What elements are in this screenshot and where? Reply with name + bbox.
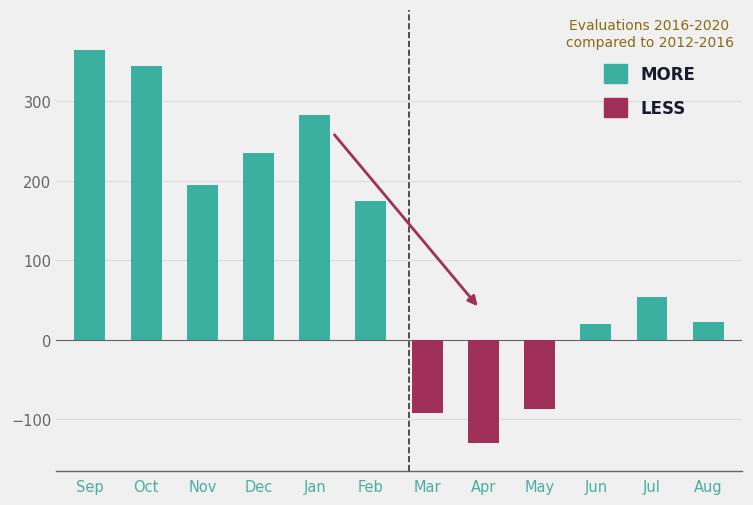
Bar: [412, 340, 443, 414]
Bar: [693, 323, 724, 340]
Bar: [75, 50, 105, 340]
Bar: [187, 185, 218, 340]
Bar: [243, 154, 274, 340]
Bar: [636, 298, 667, 340]
Bar: [581, 324, 611, 340]
Bar: [355, 201, 386, 340]
Bar: [299, 116, 331, 340]
Bar: [524, 340, 555, 410]
Bar: [468, 340, 498, 443]
Bar: [131, 67, 162, 340]
Legend: MORE, LESS: MORE, LESS: [566, 19, 733, 118]
